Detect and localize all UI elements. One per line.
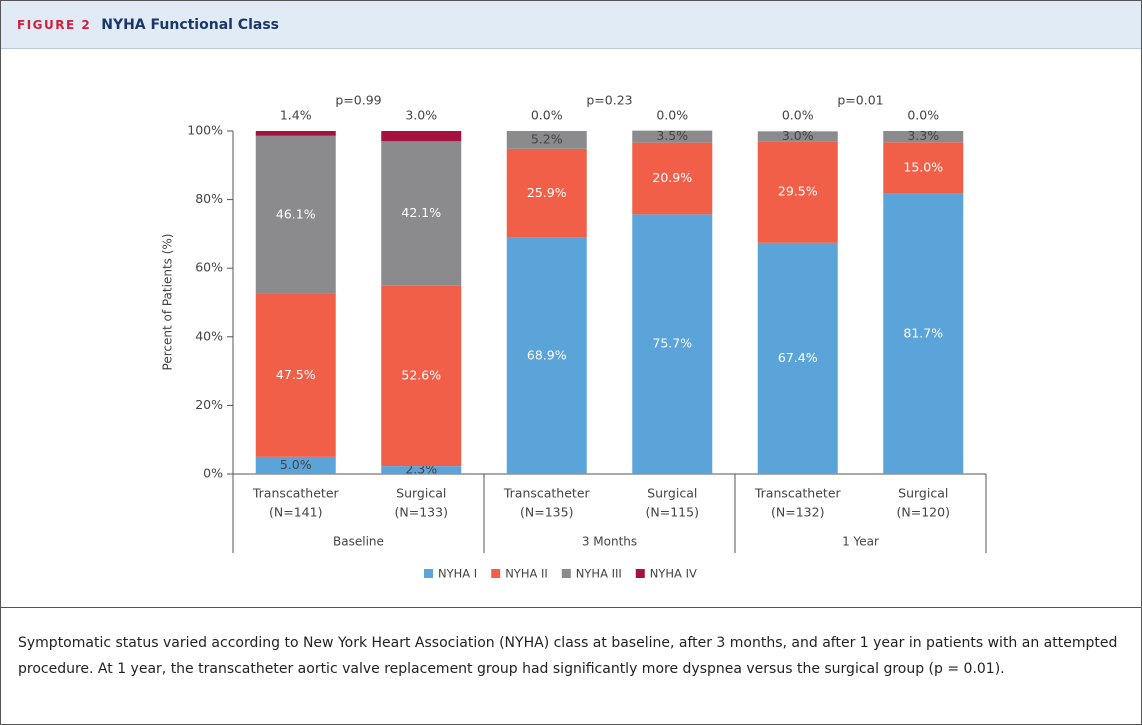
value-label: 47.5%: [276, 367, 316, 382]
x-tick-label: Transcatheter: [252, 486, 340, 501]
y-tick-label: 80%: [195, 191, 223, 206]
bar-segment: [255, 135, 336, 294]
y-tick-label: 40%: [195, 328, 223, 343]
value-label: 3.0%: [782, 128, 814, 143]
group-label: Baseline: [333, 535, 384, 549]
bar-segment: [381, 466, 462, 474]
bar-segment: [757, 141, 838, 243]
value-label: 0.0%: [531, 108, 563, 123]
y-tick-label: 20%: [195, 397, 223, 412]
value-label: 5.2%: [531, 131, 563, 146]
bar-segment: [757, 242, 838, 474]
bar-segment: [757, 131, 838, 142]
legend-swatch: [635, 569, 645, 578]
value-label: 29.5%: [778, 184, 818, 199]
p-value: p=0.99: [335, 93, 381, 108]
legend-label: NYHA II: [505, 567, 548, 581]
value-label: 67.4%: [778, 350, 818, 365]
bar-segment: [632, 142, 713, 215]
y-tick-label: 60%: [195, 260, 223, 275]
x-tick-label: (N=133): [395, 505, 448, 520]
value-label: 15.0%: [903, 160, 943, 175]
caption: Symptomatic status varied according to N…: [1, 607, 1141, 682]
value-label: 81.7%: [903, 325, 943, 340]
value-label: 0.0%: [656, 108, 688, 123]
chart: Percent of Patients (%) 0% 20% 40% 60% 80% 10…: [161, 93, 987, 581]
x-tick-label: Surgical: [898, 486, 948, 501]
bar-segment: [883, 131, 964, 143]
value-label: 1.4%: [280, 108, 312, 123]
value-label: 75.7%: [652, 336, 692, 351]
value-label: 3.5%: [656, 128, 688, 143]
value-label: 68.9%: [527, 347, 567, 362]
bar-segment: [381, 131, 462, 142]
legend-swatch: [561, 569, 571, 578]
x-tick-label: (N=115): [646, 505, 699, 520]
value-label: 42.1%: [401, 205, 441, 220]
y-tick-label: 0%: [203, 466, 223, 481]
bar-segment: [883, 142, 964, 194]
value-label: 5.0%: [280, 457, 312, 472]
figure-label: FIGURE 2: [17, 17, 92, 32]
y-tick-label: 100%: [187, 123, 223, 138]
x-tick-label: Transcatheter: [754, 486, 842, 501]
value-label: 3.3%: [907, 128, 939, 143]
value-label: 0.0%: [907, 108, 939, 123]
legend-label: NYHA IV: [650, 567, 697, 581]
p-value: p=0.01: [837, 93, 883, 108]
value-label: 52.6%: [401, 367, 441, 382]
x-tick-label: (N=120): [897, 505, 950, 520]
y-axis-label: Percent of Patients (%): [161, 234, 175, 371]
bar-segment: [506, 131, 587, 149]
legend-label: NYHA I: [438, 567, 477, 581]
x-tick-label: Surgical: [396, 486, 446, 501]
p-value: p=0.23: [586, 93, 632, 108]
x-tick-label: Surgical: [647, 486, 697, 501]
legend-swatch: [424, 569, 433, 578]
bar-segment: [381, 285, 462, 467]
bar-segment: [255, 293, 336, 457]
group-label: 3 Months: [582, 535, 637, 549]
x-tick-label: (N=132): [771, 505, 824, 520]
value-label: 46.1%: [276, 206, 316, 221]
bar-segment: [883, 193, 964, 475]
value-label: 20.9%: [652, 170, 692, 185]
bar-segment: [506, 237, 587, 474]
legend-label: NYHA III: [576, 567, 622, 581]
bar-segment: [381, 141, 462, 286]
bar-segment: [632, 214, 713, 474]
bar-segment: [255, 131, 336, 136]
group-label: 1 Year: [842, 535, 879, 549]
value-label: 3.0%: [405, 108, 437, 123]
x-tick-label: (N=141): [269, 505, 322, 520]
value-label: 0.0%: [782, 108, 814, 123]
value-label: 25.9%: [527, 185, 567, 200]
chart-title: NYHA Functional Class: [101, 16, 279, 33]
bar-segment: [506, 148, 587, 238]
figure-header: FIGURE 2 NYHA Functional Class: [1, 1, 1141, 49]
x-tick-label: Transcatheter: [503, 486, 591, 501]
bar-segment: [255, 456, 336, 474]
x-tick-label: (N=135): [520, 505, 573, 520]
bar-segment: [632, 130, 713, 143]
legend-swatch: [491, 569, 501, 578]
